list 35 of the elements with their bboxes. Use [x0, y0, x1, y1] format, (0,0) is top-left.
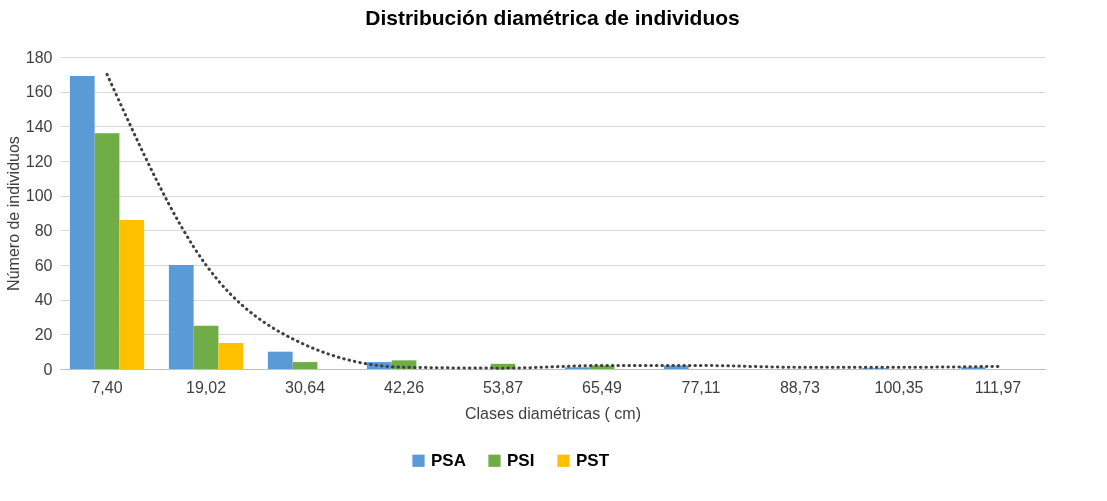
legend-label: PSA	[431, 450, 466, 470]
y-tick-label: 60	[34, 256, 53, 274]
bar	[218, 343, 244, 369]
y-tick-label: 160	[25, 83, 53, 101]
y-tick-label: 180	[25, 48, 53, 66]
x-tick-label: 77,11	[681, 378, 721, 396]
y-tick-label: 140	[25, 117, 53, 135]
y-tick-label: 0	[43, 360, 53, 378]
x-tick-label: 7,40	[91, 378, 123, 396]
x-tick-label: 42,26	[383, 378, 425, 396]
bar	[94, 133, 120, 369]
y-tick-label: 120	[25, 152, 53, 170]
bar	[267, 351, 293, 369]
y-axis-title: Número de individuos	[4, 136, 22, 291]
bar	[193, 325, 219, 369]
x-tick-label: 30,64	[284, 378, 326, 396]
bar	[69, 76, 95, 369]
legend-label: PST	[576, 450, 610, 470]
y-tick-label: 80	[34, 221, 53, 239]
x-tick-label: 111,97	[974, 378, 1022, 396]
x-tick-label: 65,49	[581, 378, 623, 396]
bar	[292, 362, 318, 369]
y-tick-label: 100	[25, 187, 53, 205]
x-tick-label: 100,35	[874, 378, 924, 396]
bar	[168, 265, 194, 369]
y-tick-label: 20	[34, 325, 53, 343]
line-series	[105, 72, 1000, 370]
bar	[119, 219, 145, 369]
chart-title: Distribución diamétrica de individuos	[365, 6, 740, 29]
y-tick-label: 40	[34, 291, 53, 309]
x-tick-label: 19,02	[185, 378, 227, 396]
legend-label: PSI	[507, 450, 535, 470]
x-tick-label: 88,73	[779, 378, 821, 396]
x-axis-title: Clases diamétricas ( cm)	[464, 404, 642, 422]
x-tick-label: 53,87	[482, 378, 524, 396]
